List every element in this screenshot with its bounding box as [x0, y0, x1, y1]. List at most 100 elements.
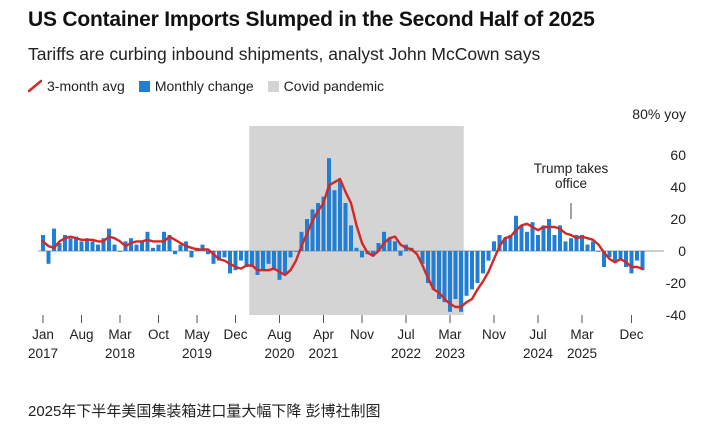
- bar: [629, 251, 634, 274]
- bar: [360, 251, 364, 258]
- legend-item-3-month-avg: 3-month avg: [28, 78, 125, 94]
- chart-plot: 60 40 20 0 -20 -40 80% yoy Jan 2017 Aug Mar 2018 Oct…: [28, 106, 686, 361]
- bar: [228, 251, 232, 274]
- bar: [112, 244, 117, 251]
- x-tick-label: Jan: [32, 327, 54, 342]
- bar: [415, 251, 419, 252]
- x-tick-year: 2017: [28, 346, 58, 361]
- bar: [624, 251, 628, 267]
- bar: [574, 235, 579, 251]
- bar: [310, 209, 315, 251]
- bar: [321, 196, 326, 251]
- caption: 2025年下半年美国集装箱进口量大幅下降 彭博社制图: [28, 403, 381, 420]
- bar: [206, 251, 210, 255]
- bar: [547, 219, 551, 251]
- y-tick-label: 0: [678, 243, 686, 259]
- bar: [266, 251, 271, 264]
- bar: [569, 238, 573, 251]
- x-tick-label: Mar: [570, 327, 594, 342]
- y-tick-label: 40: [670, 179, 686, 195]
- bar: [156, 244, 161, 251]
- y-tick-label: -40: [666, 307, 686, 323]
- line-swatch-icon: [28, 79, 42, 93]
- y-tick-label: -20: [666, 275, 686, 291]
- bar: [558, 225, 562, 251]
- bar: [470, 251, 474, 290]
- bar: [118, 251, 122, 252]
- bar: [332, 190, 337, 251]
- x-tick-label: Mar: [438, 327, 462, 342]
- bar-swatch-icon: [138, 80, 150, 92]
- x-tick-year: 2020: [264, 346, 294, 361]
- bar: [299, 231, 304, 251]
- bar: [283, 251, 287, 274]
- bar: [503, 238, 507, 251]
- bar: [107, 228, 111, 251]
- x-tick-label: Dec: [223, 327, 247, 342]
- legend: 3-month avg Monthly change Covid pandemi…: [28, 76, 398, 96]
- bar: [387, 238, 392, 251]
- bar: [189, 251, 194, 258]
- bar: [530, 222, 535, 251]
- x-tick-year: 2025: [567, 346, 597, 361]
- legend-item-monthly-change: Monthly change: [138, 78, 254, 94]
- avg-line: [41, 177, 644, 309]
- bar: [354, 247, 359, 251]
- bar: [294, 251, 298, 252]
- shade-swatch-icon: [267, 80, 279, 92]
- bar: [492, 241, 496, 251]
- bar: [536, 235, 540, 251]
- bar: [349, 225, 353, 251]
- bar: [178, 244, 183, 251]
- bar: [327, 158, 331, 251]
- bar: [151, 247, 155, 251]
- bar: [255, 251, 260, 275]
- bar: [46, 251, 51, 264]
- bar: [486, 251, 491, 261]
- y-tick-label: 60: [670, 147, 686, 163]
- x-tick-year: 2023: [435, 346, 465, 361]
- x-tick-label: Mar: [108, 327, 132, 342]
- x-tick-year: 2024: [523, 346, 554, 361]
- bar: [376, 243, 381, 251]
- x-tick-label: Nov: [350, 327, 374, 342]
- chart-title: US Container Imports Slumped in the Seco…: [28, 8, 595, 31]
- bar: [426, 251, 430, 283]
- bar: [481, 251, 485, 274]
- bar: [68, 238, 73, 251]
- legend-label-monthly-change: Monthly change: [154, 78, 254, 94]
- bar: [519, 225, 524, 251]
- bar: [398, 251, 403, 256]
- x-tick-label: Jul: [529, 327, 546, 342]
- bar: [585, 244, 590, 251]
- bar: [96, 244, 100, 251]
- bar: [596, 251, 601, 252]
- x-tick-year: 2021: [308, 346, 338, 361]
- bar: [200, 244, 205, 251]
- bar: [85, 238, 89, 251]
- bar: [508, 235, 513, 251]
- annotation-text: office: [555, 176, 587, 191]
- bar: [563, 241, 568, 251]
- bar: [217, 251, 221, 261]
- legend-label-3-month-avg: 3-month avg: [47, 78, 125, 94]
- bar: [316, 203, 320, 251]
- annotation-text: Trump takes: [534, 161, 609, 176]
- bar: [442, 251, 447, 303]
- x-tick-label: Apr: [313, 327, 335, 342]
- bar: [145, 231, 150, 251]
- bar: [211, 251, 216, 264]
- bar: [134, 244, 139, 251]
- bar: [41, 235, 45, 251]
- x-tick-label: Jul: [397, 327, 414, 342]
- bar: [640, 251, 645, 271]
- bar: [233, 251, 238, 271]
- bar: [541, 225, 546, 251]
- bar: [552, 235, 557, 251]
- legend-label-covid-pandemic: Covid pandemic: [283, 78, 385, 94]
- bar: [74, 236, 78, 251]
- bar: [525, 231, 529, 251]
- bar: [437, 251, 441, 299]
- bar: [277, 251, 282, 280]
- bar: [613, 251, 617, 261]
